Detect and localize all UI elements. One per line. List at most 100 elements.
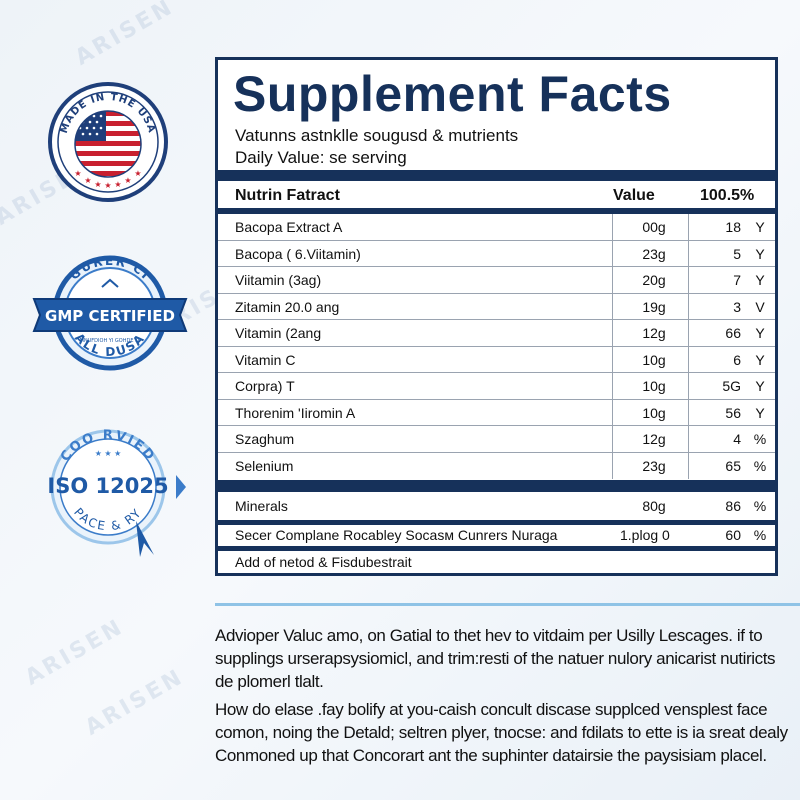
row-unit: V [755, 298, 765, 315]
row-value: 1.plog 0 [620, 527, 670, 543]
row-unit: Y [755, 404, 765, 421]
ribbon-icon [136, 521, 154, 557]
row-unit: Y [755, 351, 765, 368]
row-pct: 65 [725, 457, 741, 474]
row-unit: % [753, 498, 767, 514]
row-name: Corpra) T [235, 378, 295, 394]
header-pct: 100.5% [700, 187, 755, 204]
row-name: Viitamin (3ag) [235, 272, 322, 288]
row-pct: 18 [725, 219, 741, 235]
svg-text:★ ★ ★: ★ ★ ★ [95, 449, 122, 458]
gmp-certified-badge: GURER CI GMP CERTIFIED MNUFDIOH YI GOHDE… [30, 253, 190, 373]
row-name: Thorenim 'Iiromin A [235, 404, 356, 421]
section-divider [218, 480, 775, 492]
svg-text:★: ★ [84, 176, 91, 185]
row-name: Szaghum [235, 431, 295, 447]
row-value: 12g [642, 325, 666, 341]
row-unit: Y [755, 325, 765, 341]
svg-text:★: ★ [134, 169, 141, 178]
gmp-main-text: GMP CERTIFIED [45, 307, 175, 325]
row-value: 19g [642, 298, 666, 315]
row-pct: 60 [725, 527, 741, 543]
svg-text:★: ★ [104, 181, 111, 190]
row-pct: 6 [733, 351, 741, 368]
watermark: ARISEN [21, 614, 129, 691]
usa-seal-icon: MADE IN THE USA ★★ ★ ★ ★ ★★ [48, 82, 168, 202]
gmp-seal-icon: GURER CI GMP CERTIFIED MNUFDIOH YI GOHDE… [32, 254, 188, 371]
table-row: Bacopa ( 6.Viitamin) 23g 5 Y [218, 241, 775, 267]
thick-divider [218, 170, 775, 181]
table-row: Bacopa Extract A 00g 18 Y [218, 214, 775, 241]
row-unit: % [753, 527, 767, 543]
row-unit: % [753, 431, 767, 447]
row-unit: Y [755, 219, 765, 235]
row-name: Bacopa Extract A [235, 219, 343, 235]
content-divider [215, 603, 800, 606]
row-pct: 3 [733, 298, 741, 315]
row-value: 80g [642, 498, 666, 514]
row-name: Selenium [235, 457, 294, 474]
row-value: 10g [642, 378, 666, 394]
row-unit: % [753, 457, 767, 474]
row-name: Vitamin (2ang [235, 325, 322, 341]
row-value: 12g [642, 431, 666, 447]
row-pct: 5 [733, 245, 741, 262]
row-pct: 4 [733, 431, 741, 447]
section-divider [218, 546, 775, 551]
row-value: 23g [642, 457, 666, 474]
table-row: Thorenim 'Iiromin A 10g 56 Y [218, 400, 775, 426]
svg-text:★: ★ [94, 180, 101, 189]
section-divider [218, 520, 775, 525]
row-unit: Y [755, 245, 765, 262]
facts-footnote: Add of netod & Fisdubestrait [235, 554, 412, 570]
row-pct: 56 [725, 404, 741, 421]
svg-text:★: ★ [114, 180, 121, 189]
row-pct: 5G [722, 378, 741, 394]
facts-subtitle: Vatunns astnklle sougusd & mutrients [235, 126, 519, 145]
table-row: Selenium 23g 65% [218, 453, 775, 480]
row-unit: Y [755, 378, 765, 394]
row-pct: 66 [725, 325, 741, 341]
row-name: Vitamin C [235, 351, 296, 368]
header-name: Nutrin Fatract [235, 187, 340, 204]
row-name: Secer Complane Rocabley Socasм Cunrers N… [235, 527, 558, 543]
row-value: 23g [642, 245, 666, 262]
column-divider [688, 214, 689, 479]
row-value: 10g [642, 404, 666, 421]
watermark: ARISEN [81, 664, 189, 741]
table-row: Zitamin 20.0 ang 19g 3 V [218, 294, 775, 320]
table-row: Viitamin (3ag) 20g 7 Y [218, 267, 775, 294]
gmp-small-text: MNUFDIOH YI GOHDE DI [80, 338, 141, 344]
row-value: 20g [642, 272, 666, 288]
made-in-usa-badge: MADE IN THE USA ★ ★ ★ ★ ★ ★ ★ [48, 82, 168, 202]
row-unit: Y [755, 272, 765, 288]
table-row: Corpra) T 10g 5G Y [218, 373, 775, 400]
nutrient-table: Bacopa Extract A 00g 18 Y Bacopa ( 6.Viitami… [218, 214, 775, 479]
iso-main-text: ISO 12025 [47, 474, 168, 498]
disclaimer-paragraph: Advioper Valuc amo, on Gatial to thet he… [215, 626, 776, 691]
row-pct: 86 [725, 498, 741, 514]
supplement-facts-panel: Supplement Facts Vatunns astnklle sougus… [215, 57, 778, 576]
row-value: 00g [642, 219, 666, 235]
row-name: Bacopa ( 6.Viitamin) [235, 245, 361, 262]
watermark: ARISEN [71, 0, 179, 71]
iso-seal-icon: COO RVIED ★ ★ ★ ISO 12025 PACE & RY [47, 428, 186, 557]
table-header: Nutrin Fatract Value 100.5% [218, 181, 775, 211]
iso-badge: COO RVIED ★ ★ ★ ISO 12025 PACE & RY [28, 425, 188, 560]
row-pct: 7 [733, 272, 741, 288]
svg-text:★: ★ [74, 169, 81, 178]
table-row: Vitamin C 10g 6 Y [218, 347, 775, 373]
header-value: Value [613, 187, 655, 204]
table-row: Szaghum 12g 4% [218, 426, 775, 453]
minerals-row: Minerals 80g 86 % [218, 492, 775, 520]
column-divider [612, 214, 613, 479]
serving-info: Daily Value: se serving [235, 148, 407, 167]
row-name: Zitamin 20.0 ang [235, 298, 340, 315]
row-value: 10g [642, 351, 666, 368]
advice-paragraph: How do elase .fay bolify at you-caish co… [215, 700, 788, 765]
svg-text:★: ★ [124, 176, 131, 185]
header-divider [218, 208, 775, 214]
complex-row: Secer Complane Rocabley Socasм Cunrers N… [218, 525, 775, 553]
table-row: Vitamin (2ang 12g 66 Y [218, 320, 775, 347]
row-name: Minerals [235, 498, 288, 514]
